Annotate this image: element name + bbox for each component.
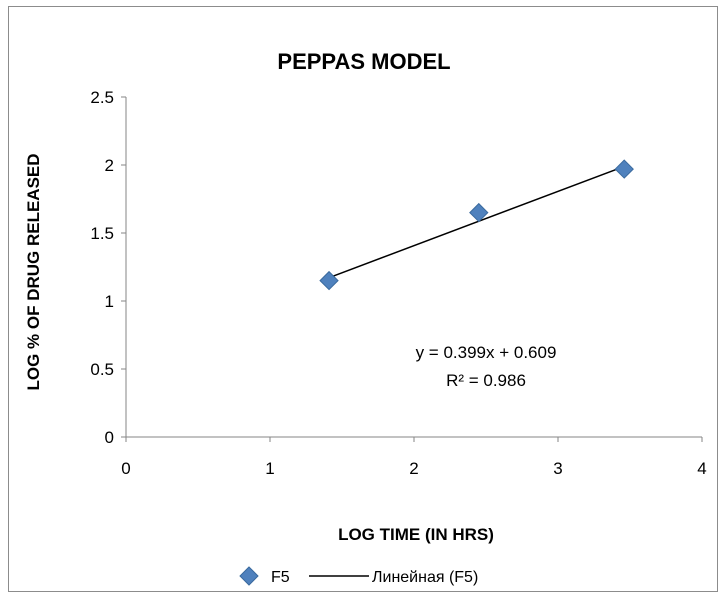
chart-container: PEPPAS MODEL LOG % OF DRUG RELEASED LOG … — [8, 6, 718, 592]
axes: 0 0.5 1 1.5 2 2.5 0 1 2 3 4 — [90, 88, 706, 478]
y-tick-label: 0 — [105, 428, 114, 447]
legend-label-trendline: Линейная (F5) — [372, 569, 478, 586]
data-point — [614, 159, 634, 179]
trendline-equation: y = 0.399x + 0.609 — [416, 343, 557, 362]
y-tick-label: 1.5 — [90, 224, 114, 243]
legend-marker-f5 — [239, 566, 259, 586]
x-tick-label: 2 — [409, 459, 418, 478]
trendline-layer — [328, 165, 625, 279]
y-tick-label: 0.5 — [90, 360, 114, 379]
legend-label-f5: F5 — [271, 569, 290, 586]
y-tick-label: 1 — [105, 292, 114, 311]
trendline-r-squared: R² = 0.986 — [446, 371, 526, 390]
chart-svg: PEPPAS MODEL LOG % OF DRUG RELEASED LOG … — [24, 49, 707, 586]
y-tick-label: 2 — [105, 156, 114, 175]
x-tick-label: 3 — [553, 459, 562, 478]
x-tick-label: 1 — [265, 459, 274, 478]
data-point — [319, 270, 339, 291]
x-axis-title: LOG TIME (IN HRS) — [338, 525, 494, 544]
data-point — [469, 202, 489, 223]
legend: F5 Линейная (F5) — [239, 566, 478, 586]
x-tick-label: 0 — [121, 459, 130, 478]
y-axis-title: LOG % OF DRUG RELEASED — [24, 153, 43, 390]
y-tick-label: 2.5 — [90, 88, 114, 107]
chart-title: PEPPAS MODEL — [277, 49, 450, 74]
trendline — [328, 165, 625, 279]
data-points-layer — [319, 159, 634, 291]
x-tick-label: 4 — [697, 459, 706, 478]
